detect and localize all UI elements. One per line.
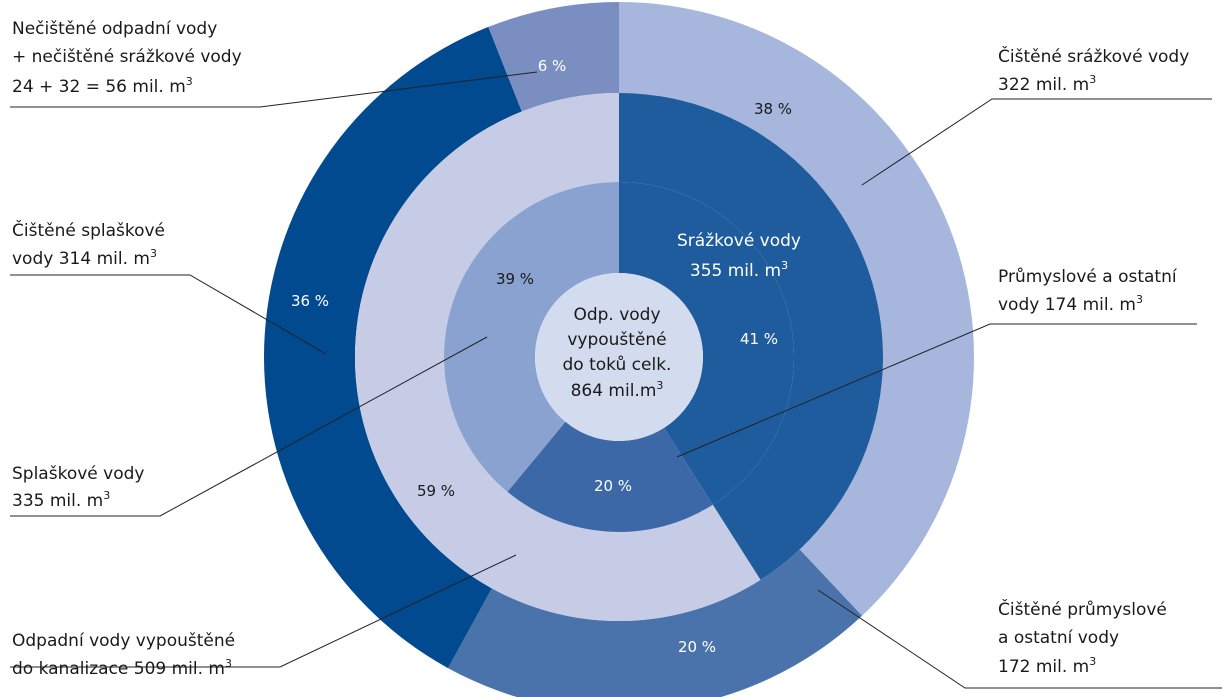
ann-ciste-prumyslove-line1: Čištěné průmyslové — [998, 598, 1167, 620]
annotations: Nečištěné odpadní vody + nečištěné srážk… — [12, 19, 1189, 679]
label-prumyslove: 20 % — [594, 477, 632, 495]
ann-prumyslove-line2: vody 174 mil. m3 — [998, 293, 1143, 315]
center-disc — [535, 273, 703, 441]
label-srazkove: 41 % — [740, 330, 778, 348]
label-kanalizace: 59 % — [417, 482, 455, 500]
leader-splaskove — [10, 336, 488, 517]
ann-ciste-prumyslove-line2: a ostatní vody — [998, 628, 1119, 648]
srazkove-name-line1: Srážkové vody — [677, 231, 801, 251]
center-line3: do toků celk. — [563, 355, 672, 375]
ann-ciste-splaskove-line1: Čištěné splaškové — [12, 219, 165, 241]
slice-labels: 38 % 20 % 36 % 6 % 59 % 41 % 20 % 39 % — [291, 57, 792, 656]
ann-ciste-splaskove-line2: vody 314 mil. m3 — [12, 247, 157, 269]
inner-ring — [444, 182, 795, 533]
leader-prumyslove — [676, 323, 1197, 458]
ann-necistene-line1: Nečištěné odpadní vody — [12, 19, 217, 39]
srazkove-name-line2: 355 mil. m3 — [690, 259, 788, 281]
leader-kanalizace — [10, 554, 517, 668]
inner-slice-prumyslove — [507, 421, 713, 533]
ann-kanalizace-line1: Odpadní vody vypouštěné — [12, 631, 235, 651]
leader-lines — [10, 71, 1222, 689]
ann-necistene-line3: 24 + 32 = 56 mil. m3 — [12, 75, 193, 97]
ann-prumyslove-line1: Průmyslové a ostatní — [998, 267, 1178, 287]
ann-splaskove-line2: 335 mil. m3 — [12, 489, 110, 511]
label-ciste-prumyslove: 20 % — [678, 638, 716, 656]
label-necistene: 6 % — [538, 57, 567, 75]
middle-slice-srazkove — [619, 93, 884, 580]
center-line1: Odp. vody — [573, 305, 660, 325]
ann-kanalizace-line2: do kanalizace 509 mil. m3 — [12, 657, 232, 679]
inner-slice-splaskove — [444, 182, 619, 492]
center-label: Odp. vody vypouštěné do toků celk. 864 m… — [563, 305, 672, 401]
outer-slice-ciste-splaskove — [264, 26, 522, 669]
ann-ciste-srazkove-line1: Čištěné srážkové vody — [998, 45, 1189, 67]
label-ciste-srazkove: 38 % — [754, 100, 792, 118]
ann-necistene-line2: + nečištěné srážkové vody — [12, 47, 242, 67]
leader-necistene — [10, 71, 538, 108]
outer-slice-ciste-prumyslove — [447, 549, 863, 697]
leader-ciste-prumyslove — [817, 589, 1222, 689]
outer-ring — [264, 2, 974, 697]
ann-ciste-prumyslove-line3: 172 mil. m3 — [998, 655, 1096, 677]
outer-slice-necistene — [488, 2, 619, 112]
outer-slice-ciste-srazkove — [619, 2, 974, 616]
ann-splaskove-line1: Splaškové vody — [12, 464, 144, 484]
middle-slice-kanalizace — [354, 93, 761, 621]
inner-srazkove-name: Srážkové vody 355 mil. m3 — [677, 231, 801, 281]
label-ciste-splaskove: 36 % — [291, 292, 329, 310]
center-line4: 864 mil.m3 — [571, 379, 664, 401]
inner-slice-srazkove — [619, 182, 795, 505]
center-line2: vypouštěné — [567, 330, 666, 350]
label-splaskove: 39 % — [496, 270, 534, 288]
middle-ring — [354, 93, 884, 621]
leader-ciste-splaskove — [10, 274, 327, 355]
ann-ciste-srazkove-line2: 322 mil. m3 — [998, 73, 1096, 95]
leader-ciste-srazkove — [861, 98, 1212, 186]
